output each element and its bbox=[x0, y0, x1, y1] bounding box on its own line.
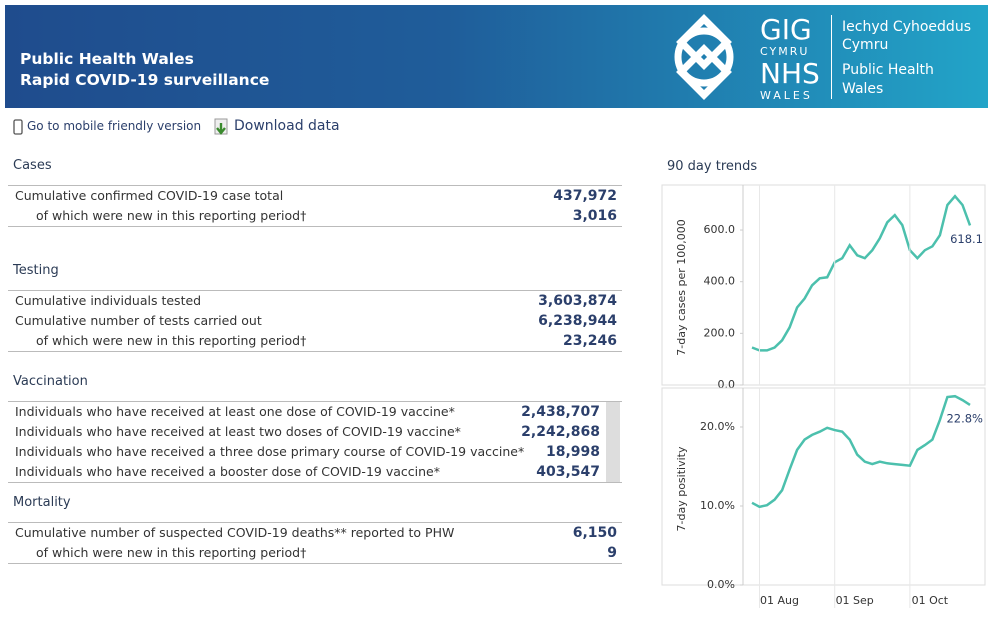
x-tick-label: 01 Aug bbox=[760, 594, 799, 607]
table-row: Individuals who have received a three do… bbox=[8, 442, 622, 462]
x-tick-label: 01 Sep bbox=[836, 594, 874, 607]
download-link[interactable]: Download data bbox=[234, 118, 340, 134]
logo-text: Public Health bbox=[842, 62, 934, 78]
row-label: Cumulative number of suspected COVID-19 … bbox=[15, 525, 455, 540]
logo-text: Iechyd Cyhoeddus bbox=[842, 19, 971, 35]
row-label: Cumulative individuals tested bbox=[15, 293, 202, 308]
phone-icon bbox=[13, 119, 23, 135]
row-value: 2,438,707 bbox=[521, 404, 600, 420]
y-tick-label: 600.0 bbox=[704, 223, 736, 236]
scrollbar bbox=[606, 402, 620, 482]
table: Cumulative individuals tested 3,603,874 Cu… bbox=[8, 290, 622, 352]
logo-icon bbox=[674, 14, 734, 100]
logo-divider bbox=[831, 15, 832, 99]
y-tick-label: 0.0% bbox=[707, 578, 735, 591]
y-tick-label: 10.0% bbox=[700, 499, 735, 512]
y-tick-label: 0.0 bbox=[718, 378, 736, 391]
header: Public Health Wales Rapid COVID-19 surve… bbox=[5, 5, 988, 108]
row-value: 6,238,944 bbox=[538, 313, 617, 329]
row-label: Individuals who have received a booster … bbox=[15, 464, 440, 479]
row-label: Individuals who have received at least o… bbox=[15, 404, 455, 419]
row-value: 2,242,868 bbox=[521, 424, 600, 440]
header-title: Public Health Wales bbox=[20, 50, 194, 68]
table: Cumulative number of suspected COVID-19 … bbox=[8, 522, 622, 564]
row-label: of which were new in this reporting peri… bbox=[36, 333, 307, 348]
y-tick-label: 400.0 bbox=[704, 275, 736, 288]
table-row: Individuals who have received at least t… bbox=[8, 422, 622, 442]
table: Cumulative confirmed COVID-19 case total… bbox=[8, 185, 622, 227]
table-row: of which were new in this reporting peri… bbox=[8, 206, 622, 226]
value-label: 618.1 bbox=[950, 232, 983, 246]
value-label: 22.8% bbox=[946, 411, 983, 425]
row-value: 3,603,874 bbox=[538, 293, 617, 309]
mobile-link[interactable]: Go to mobile friendly version bbox=[27, 119, 202, 133]
logo-text: WALES bbox=[760, 89, 813, 102]
row-value: 18,998 bbox=[545, 444, 600, 460]
row-label: Cumulative confirmed COVID-19 case total bbox=[15, 188, 284, 203]
table-row: of which were new in this reporting peri… bbox=[8, 331, 622, 351]
trends-title: 90 day trends bbox=[667, 159, 758, 174]
row-value: 437,972 bbox=[553, 188, 617, 204]
y-tick-label: 200.0 bbox=[704, 326, 736, 339]
table: Individuals who have received at least o… bbox=[8, 401, 622, 483]
row-value: 9 bbox=[607, 545, 617, 561]
section-title: Cases bbox=[13, 158, 52, 173]
row-value: 403,547 bbox=[536, 464, 600, 480]
logo-text: GIG bbox=[760, 13, 812, 46]
y-axis-label: 7-day positivity bbox=[675, 446, 688, 531]
table-row: Cumulative number of suspected COVID-19 … bbox=[8, 523, 622, 543]
download-icon bbox=[214, 118, 228, 135]
x-tick-label: 01 Oct bbox=[912, 594, 949, 607]
row-label: Cumulative number of tests carried out bbox=[15, 313, 262, 328]
trend-line bbox=[751, 394, 971, 509]
logo-text: Wales bbox=[842, 81, 884, 97]
trend-line bbox=[751, 194, 972, 352]
row-label: of which were new in this reporting peri… bbox=[36, 208, 307, 223]
row-value: 23,246 bbox=[562, 333, 617, 349]
logo-text: CYMRU bbox=[760, 45, 810, 58]
table-row: Cumulative number of tests carried out 6,… bbox=[8, 311, 622, 331]
header-title: Rapid COVID-19 surveillance bbox=[20, 71, 270, 89]
chart-frame bbox=[661, 184, 986, 386]
row-value: 6,150 bbox=[572, 525, 617, 541]
logo-text: Cymru bbox=[842, 37, 889, 53]
section-title: Vaccination bbox=[13, 374, 88, 389]
section-title: Testing bbox=[13, 263, 59, 278]
logo-text: NHS bbox=[760, 57, 820, 90]
row-value: 3,016 bbox=[572, 208, 617, 224]
section-title: Mortality bbox=[13, 495, 71, 510]
row-label: Individuals who have received a three do… bbox=[15, 444, 525, 459]
table-row: Individuals who have received at least o… bbox=[8, 402, 622, 422]
row-label: Individuals who have received at least t… bbox=[15, 424, 461, 439]
chart-frame bbox=[661, 387, 986, 586]
y-axis-label: 7-day cases per 100,000 bbox=[675, 219, 688, 355]
table-row: Cumulative confirmed COVID-19 case total… bbox=[8, 186, 622, 206]
table-row: Cumulative individuals tested 3,603,874 bbox=[8, 291, 622, 311]
table-row: of which were new in this reporting peri… bbox=[8, 543, 622, 563]
y-tick-label: 20.0% bbox=[700, 420, 735, 433]
row-label: of which were new in this reporting peri… bbox=[36, 545, 307, 560]
table-row: Individuals who have received a booster … bbox=[8, 462, 622, 482]
